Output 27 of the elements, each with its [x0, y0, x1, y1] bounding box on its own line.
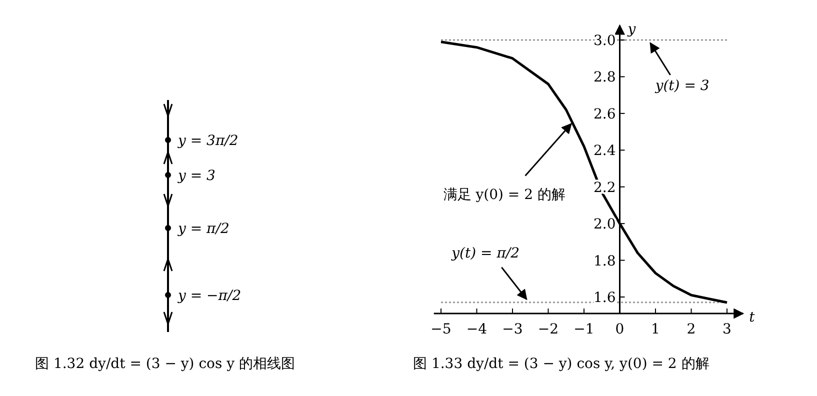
y-tick-label: 2.0	[593, 216, 616, 233]
x-tick-label: −5	[430, 322, 452, 338]
text: 图 1.32 dy/dt = (3 − y) cos y 的相线图	[35, 356, 295, 372]
x-tick-label: 2	[686, 322, 696, 338]
x-tick-label: −2	[538, 322, 559, 338]
x-tick-label: −4	[466, 322, 488, 338]
annotation: 满足 y(0) = 2 的解	[443, 186, 566, 203]
y-tick-label: 3.0	[593, 33, 616, 49]
x-tick-label: −3	[502, 322, 523, 338]
x-tick-label: −1	[574, 322, 594, 338]
y-tick-label: 2.6	[593, 106, 616, 122]
text: y = 3	[177, 168, 216, 184]
ref-line-label: y(t) = π/2	[450, 245, 520, 262]
y-tick-label: 2.8	[593, 70, 616, 86]
text: 图 1.33 dy/dt = (3 − y) cos y, y(0) = 2 的解	[413, 356, 710, 372]
x-tick-label: 0	[615, 322, 624, 338]
ref-line-label: y(t) = 3	[654, 78, 710, 94]
x-axis-title: t	[749, 310, 756, 326]
y-tick-label: 1.8	[593, 253, 616, 270]
y-tick-label: 1.6	[593, 290, 616, 306]
y-axis-title: y	[626, 21, 637, 38]
y-tick-label: 2.4	[593, 143, 616, 160]
text: y = π/2	[177, 221, 230, 237]
x-tick-label: 3	[722, 322, 732, 338]
text: y = 3π/2	[177, 133, 238, 149]
x-tick-label: 1	[651, 322, 660, 338]
text: y = −π/2	[177, 288, 242, 304]
